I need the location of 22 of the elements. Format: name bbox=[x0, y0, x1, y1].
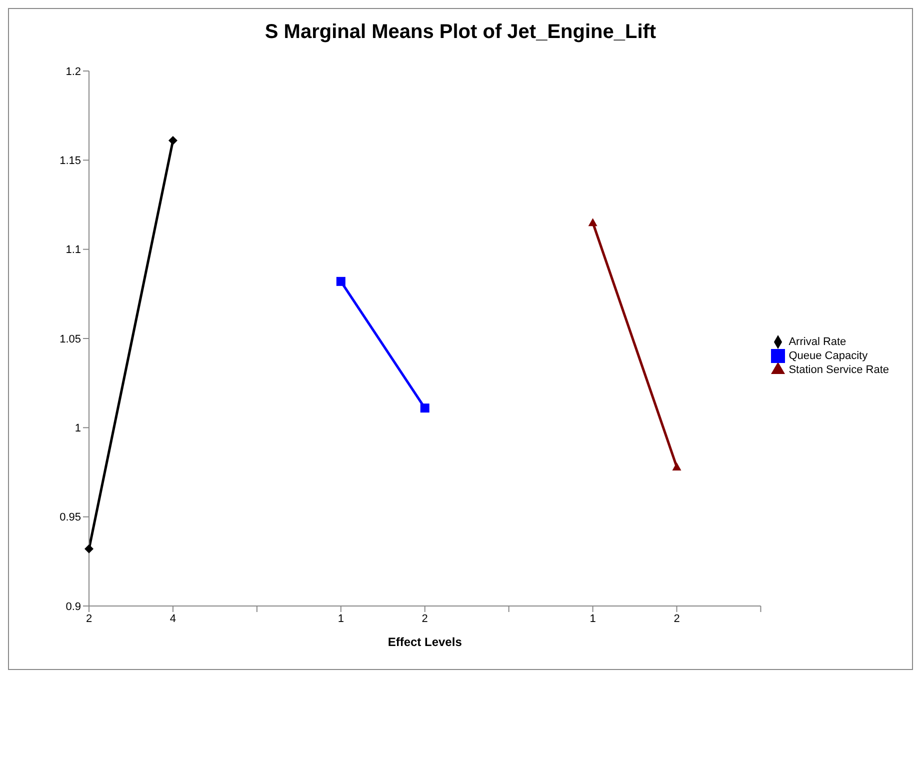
legend-label: Arrival Rate bbox=[788, 336, 846, 348]
x-tick-label: 1 bbox=[590, 612, 596, 625]
legend-label: Station Service Rate bbox=[788, 364, 889, 376]
y-tick-label: 0.9 bbox=[66, 600, 81, 613]
point bbox=[336, 276, 346, 286]
x-axis-title: Effect Levels bbox=[388, 635, 462, 649]
y-tick-label: 0.95 bbox=[60, 512, 81, 524]
x-tick-label: 2 bbox=[422, 612, 428, 625]
legend-label: Queue Capacity bbox=[788, 350, 868, 362]
x-tick-label: 2 bbox=[674, 612, 680, 625]
y-tick-label: 1 bbox=[74, 422, 81, 435]
x-tick-label: 2 bbox=[86, 612, 92, 625]
x-tick-label: 1 bbox=[338, 612, 344, 625]
x-tick-label: 4 bbox=[170, 612, 176, 625]
y-tick-label: 1.1 bbox=[66, 244, 81, 256]
y-tick-label: 1.05 bbox=[60, 333, 81, 346]
point bbox=[168, 136, 178, 146]
y-tick-label: 1.15 bbox=[60, 155, 81, 168]
point bbox=[420, 404, 430, 413]
chart-title: S Marginal Means Plot of Jet_Engine_Lift bbox=[264, 21, 658, 45]
point bbox=[84, 544, 94, 554]
y-tick-label: 1.2 bbox=[66, 66, 81, 78]
